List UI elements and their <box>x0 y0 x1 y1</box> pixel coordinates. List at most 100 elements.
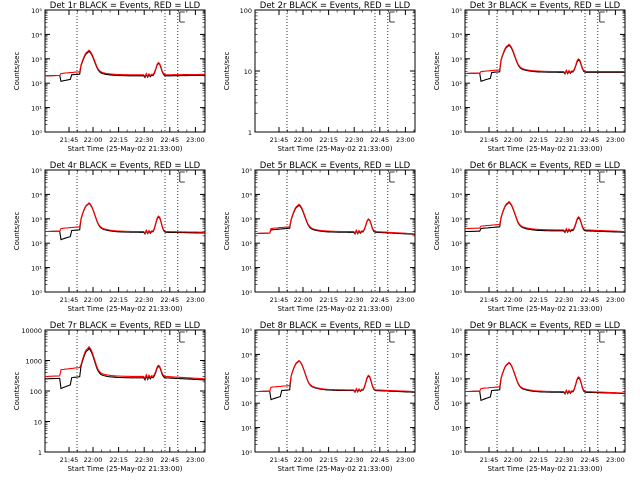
x-tick-label: 21:45 <box>60 296 79 304</box>
plot-frame <box>254 169 416 293</box>
y-tick-label: 10² <box>451 400 462 408</box>
panel-title: Det 6r BLACK = Events, RED = LLD <box>470 161 621 171</box>
x-tick-label: 23:00 <box>606 456 625 464</box>
y-tick-label: 10⁰ <box>31 289 42 297</box>
y-tick-label: 1 <box>248 129 252 137</box>
x-tick-label: 22:00 <box>84 456 103 464</box>
y-tick-label: 10⁰ <box>451 129 462 137</box>
x-axis-label: Start Time (25-May-02 21:33:00) <box>67 305 182 313</box>
events-series-line <box>255 204 416 235</box>
events-series-line <box>44 347 206 390</box>
x-tick-label: 22:00 <box>84 296 103 304</box>
panel-title: Det 8r BLACK = Events, RED = LLD <box>260 321 411 331</box>
y-tick-label: 10 <box>244 68 252 76</box>
attenuator-marker <box>599 11 605 23</box>
y-tick-label: 10⁴ <box>451 351 462 359</box>
x-axis-label: Start Time (25-May-02 21:33:00) <box>67 465 182 473</box>
x-tick-label: 23:00 <box>396 296 415 304</box>
y-tick-label: 10¹ <box>241 265 252 273</box>
attenuator-marker <box>389 171 395 183</box>
y-tick-label: 10⁵ <box>31 7 42 15</box>
y-axis-label: Counts/sec <box>13 52 21 91</box>
panel-det7r: Det 7r BLACK = Events, RED = LLD Counts/s… <box>13 321 206 473</box>
y-axis-label: Counts/sec <box>13 212 21 251</box>
y-tick-label: 10⁵ <box>451 327 462 335</box>
y-tick-label: 10⁵ <box>451 167 462 175</box>
x-tick-label: 22:15 <box>319 456 338 464</box>
y-tick-label: 10³ <box>31 56 42 64</box>
panel-title: Det 7r BLACK = Events, RED = LLD <box>50 321 201 331</box>
x-axis-label: Start Time (25-May-02 21:33:00) <box>487 465 602 473</box>
x-tick-label: 22:00 <box>504 136 523 144</box>
y-tick-label: 10³ <box>241 216 252 224</box>
y-tick-label: 10000 <box>21 327 42 335</box>
x-tick-label: 22:45 <box>160 456 179 464</box>
panel-det3r: Det 3r BLACK = Events, RED = LLD Counts/s… <box>433 1 626 153</box>
events-series-line <box>464 362 626 402</box>
plot-frame <box>254 9 416 133</box>
x-tick-label: 22:00 <box>504 456 523 464</box>
y-tick-label: 10⁰ <box>451 289 462 297</box>
y-axis-label: Counts/sec <box>433 212 441 251</box>
panel-title: Det 3r BLACK = Events, RED = LLD <box>470 1 621 11</box>
y-tick-label: 10¹ <box>451 425 462 433</box>
x-tick-label: 22:00 <box>294 296 313 304</box>
plot-frame <box>254 329 416 453</box>
y-tick-label: 10 <box>34 419 42 427</box>
x-axis-label: Start Time (25-May-02 21:33:00) <box>277 145 392 153</box>
panel-det6r: Det 6r BLACK = Events, RED = LLD Counts/s… <box>433 161 626 313</box>
x-tick-label: 22:45 <box>580 296 599 304</box>
y-tick-label: 10⁵ <box>241 327 252 335</box>
y-tick-label: 10⁵ <box>31 167 42 175</box>
y-tick-label: 10⁴ <box>31 31 42 39</box>
panel-det9r: Det 9r BLACK = Events, RED = LLD Counts/s… <box>433 321 626 473</box>
lld-series-line <box>464 361 626 395</box>
x-axis-label: Start Time (25-May-02 21:33:00) <box>67 145 182 153</box>
x-axis-label: Start Time (25-May-02 21:33:00) <box>487 145 602 153</box>
y-tick-label: 10¹ <box>31 105 42 113</box>
y-axis-label: Counts/sec <box>223 212 231 251</box>
x-tick-label: 23:00 <box>186 136 205 144</box>
y-tick-label: 10³ <box>451 376 462 384</box>
events-series-line <box>465 44 625 83</box>
y-tick-label: 100 <box>240 7 252 15</box>
x-tick-label: 23:00 <box>606 296 625 304</box>
x-tick-label: 22:30 <box>555 456 574 464</box>
panel-det5r: Det 5r BLACK = Events, RED = LLD Counts/s… <box>223 161 416 313</box>
x-tick-label: 22:00 <box>84 136 103 144</box>
y-tick-label: 10⁴ <box>451 31 462 39</box>
y-tick-label: 10² <box>241 240 252 248</box>
y-tick-label: 10⁵ <box>451 7 462 15</box>
x-tick-label: 22:15 <box>529 296 548 304</box>
x-tick-label: 22:30 <box>555 136 574 144</box>
x-tick-label: 22:45 <box>160 136 179 144</box>
x-tick-label: 22:45 <box>370 136 389 144</box>
x-tick-label: 23:00 <box>396 456 415 464</box>
x-tick-label: 22:30 <box>555 296 574 304</box>
y-tick-label: 10³ <box>451 216 462 224</box>
x-tick-label: 23:00 <box>186 296 205 304</box>
y-tick-label: 100 <box>30 388 42 396</box>
x-tick-label: 23:00 <box>606 136 625 144</box>
x-tick-label: 22:30 <box>345 456 364 464</box>
x-tick-label: 21:45 <box>270 296 289 304</box>
y-tick-label: 10⁰ <box>31 129 42 137</box>
y-tick-label: 10⁰ <box>241 289 252 297</box>
events-series-line <box>44 50 206 82</box>
attenuator-marker <box>599 171 605 183</box>
y-tick-label: 10² <box>31 80 42 88</box>
events-series-line <box>44 202 206 241</box>
y-tick-label: 10⁰ <box>241 449 252 457</box>
x-tick-label: 22:00 <box>294 456 313 464</box>
y-tick-label: 10³ <box>31 216 42 224</box>
x-tick-label: 22:00 <box>504 296 523 304</box>
lld-series-line <box>254 359 416 393</box>
attenuator-marker <box>599 331 605 343</box>
y-tick-label: 10⁵ <box>241 167 252 175</box>
x-tick-label: 21:45 <box>480 456 499 464</box>
y-tick-label: 10² <box>451 240 462 248</box>
x-tick-label: 22:15 <box>529 456 548 464</box>
x-tick-label: 22:00 <box>294 136 313 144</box>
x-tick-label: 22:15 <box>319 136 338 144</box>
y-axis-label: Counts/sec <box>433 52 441 91</box>
